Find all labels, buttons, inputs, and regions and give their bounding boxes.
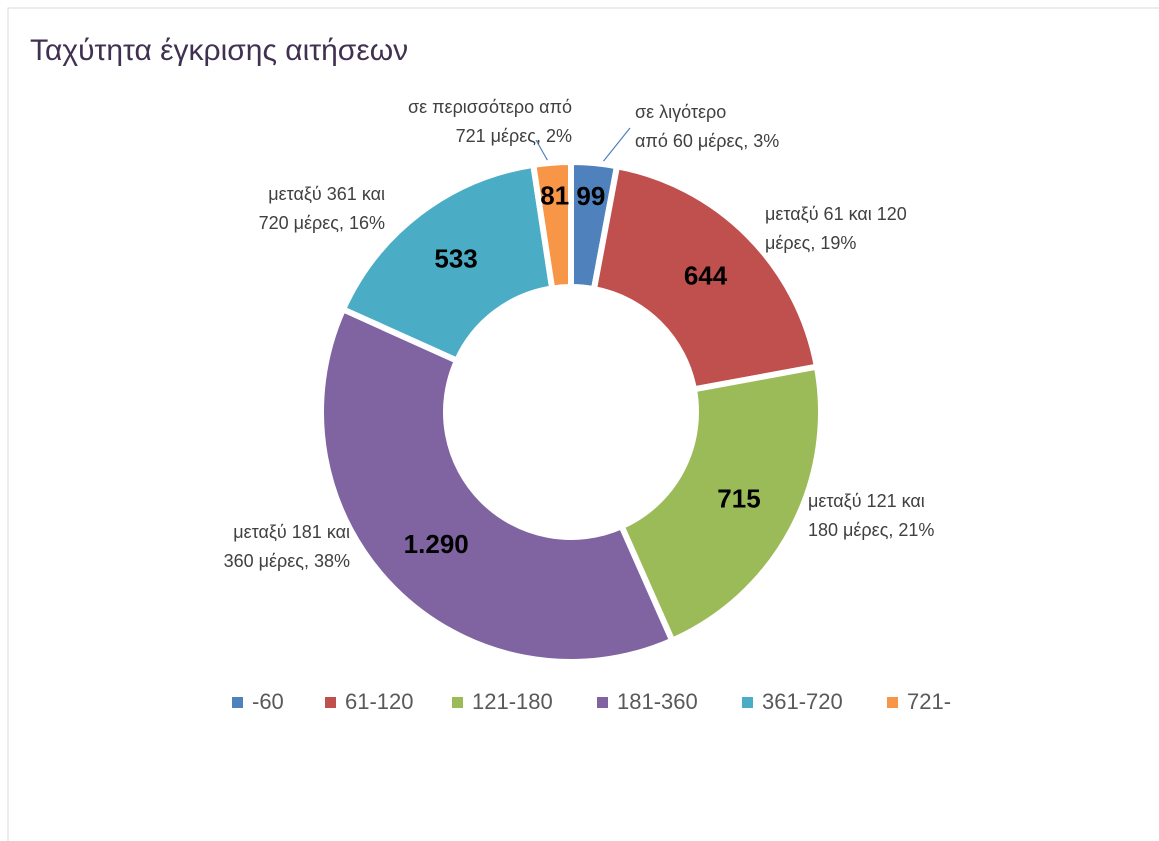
- slice-label: από 60 μέρες, 3%: [635, 131, 779, 151]
- chart-frame: [7, 7, 1159, 841]
- value-label: 644: [684, 261, 728, 291]
- slice-label: μεταξύ 181 και: [233, 522, 350, 542]
- value-label: 1.290: [404, 529, 469, 559]
- donut-slice: [590, 162, 821, 393]
- legend-swatch: [597, 697, 608, 708]
- legend-label: -60: [252, 689, 284, 714]
- legend-swatch: [325, 697, 336, 708]
- slice-label: μεταξύ 361 και: [268, 184, 385, 204]
- slice-label: μεταξύ 61 και 120: [765, 204, 907, 224]
- chart-title: Ταχύτητα έγκρισης αιτήσεων: [30, 34, 408, 67]
- donut-slice: [529, 158, 574, 292]
- slice-label: 360 μέρες, 38%: [224, 551, 350, 571]
- legend-label: 721-: [907, 689, 951, 714]
- slice-label: 720 μέρες, 16%: [259, 213, 385, 233]
- value-label: 81: [540, 180, 569, 210]
- slice-label: σε λιγότερο: [635, 102, 726, 122]
- donut-slice: [617, 363, 824, 645]
- leader-line: [535, 139, 550, 164]
- legend-label: 181-360: [617, 689, 698, 714]
- slice-label: 721 μέρες, 2%: [456, 126, 572, 146]
- value-label: 99: [576, 181, 605, 211]
- donut-slice: [318, 305, 677, 665]
- leader-line: [601, 127, 631, 164]
- legend-label: 61-120: [345, 689, 414, 714]
- legend-swatch: [452, 697, 463, 708]
- value-label: 715: [717, 484, 760, 514]
- slice-label: μέρες, 19%: [765, 233, 856, 253]
- donut-slice: [339, 161, 556, 365]
- slice-label: 180 μέρες, 21%: [808, 520, 934, 540]
- slice-label: μεταξύ 121 και: [808, 491, 925, 511]
- legend-swatch: [742, 697, 753, 708]
- value-label: 533: [434, 244, 477, 274]
- slice-label: σε περισσότερο από: [408, 97, 572, 117]
- legend-label: 121-180: [472, 689, 553, 714]
- legend-label: 361-720: [762, 689, 843, 714]
- legend-swatch: [232, 697, 243, 708]
- legend-swatch: [887, 697, 898, 708]
